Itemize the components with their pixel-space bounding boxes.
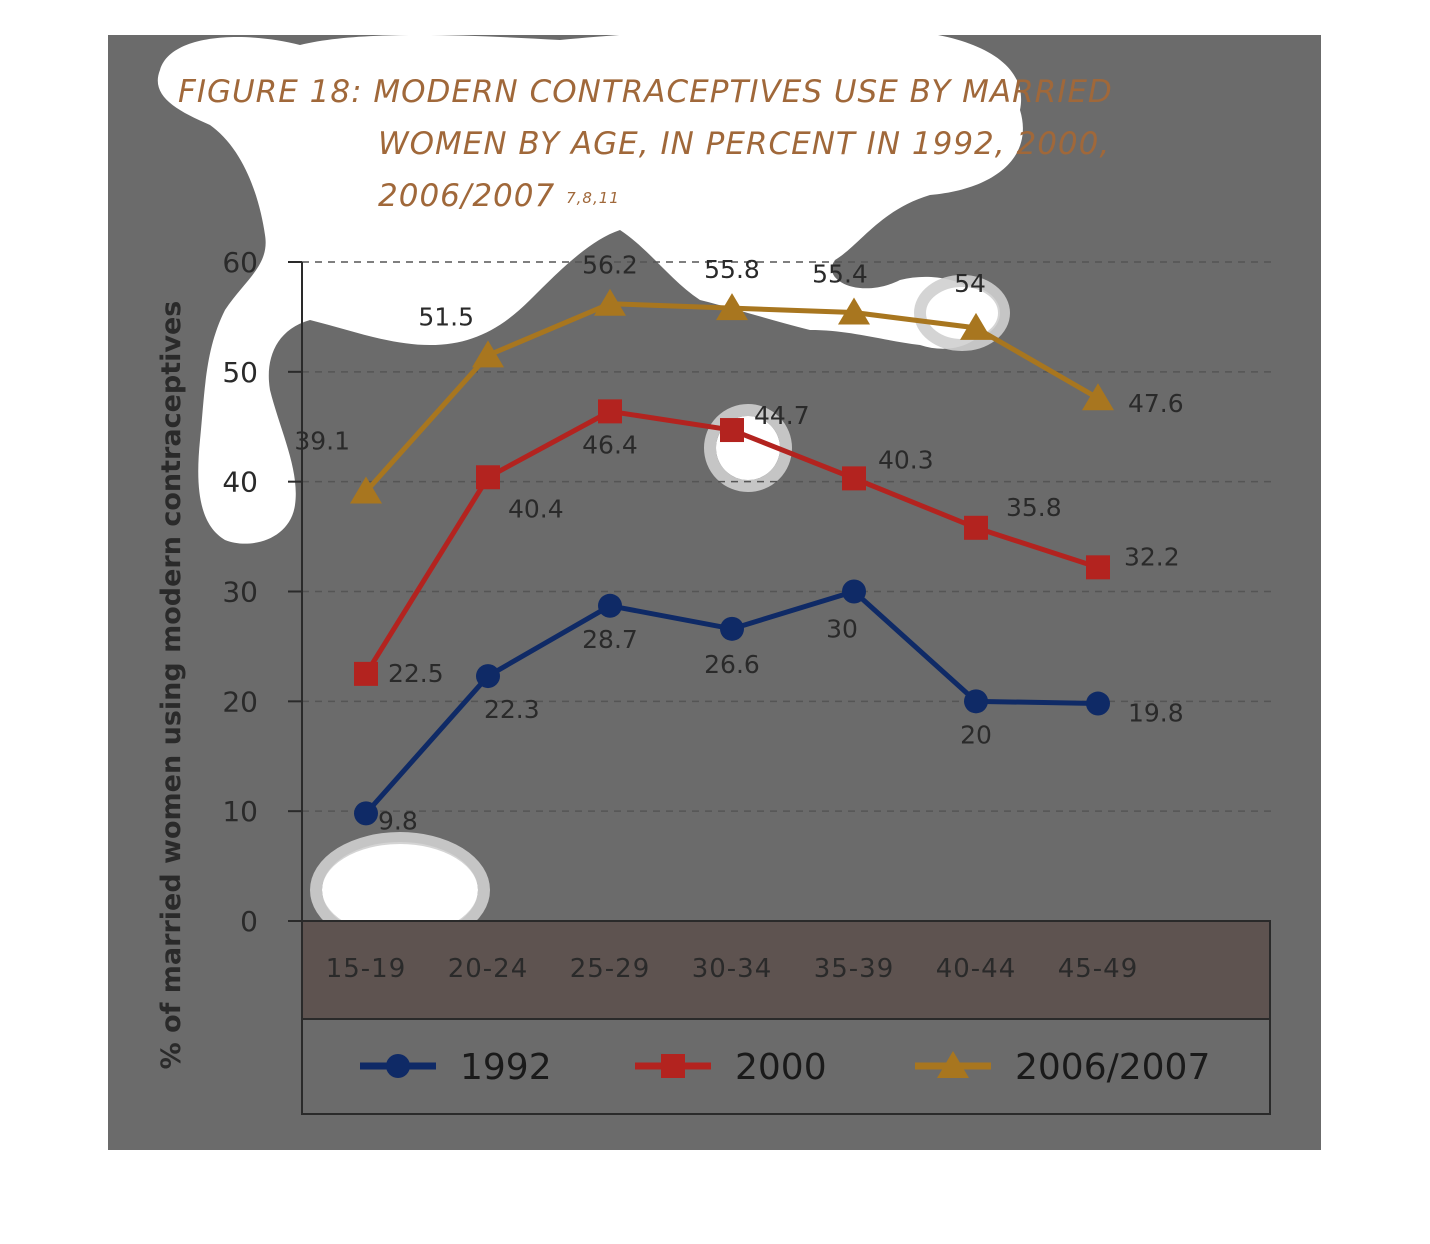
- y-tick-label: 50: [222, 356, 258, 389]
- marker-square: [354, 661, 378, 686]
- title-line-3: 2006/2007 7,8,11: [178, 170, 1178, 222]
- marker-circle: [354, 801, 378, 826]
- y-tick-label: 10: [222, 795, 258, 828]
- marker-triangle: [350, 476, 382, 504]
- x-tick-label: 40-44: [936, 954, 1017, 984]
- marker-square: [842, 466, 866, 491]
- marker-square: [964, 515, 988, 540]
- marker-triangle: [472, 340, 504, 368]
- title-line-3-text: 2006/2007: [378, 178, 556, 214]
- data-label: 30: [826, 615, 858, 644]
- legend-box: [301, 1018, 1271, 1115]
- data-label: 26.6: [704, 650, 760, 679]
- data-label: 55.8: [704, 255, 760, 284]
- data-label: 55.4: [812, 260, 868, 289]
- data-label: 44.7: [754, 401, 810, 430]
- marker-triangle: [594, 288, 626, 316]
- marker-circle: [964, 689, 988, 714]
- x-tick-label: 45-49: [1058, 954, 1139, 984]
- data-label: 22.3: [484, 695, 540, 724]
- data-label: 40.4: [508, 494, 564, 523]
- data-label: 54: [954, 269, 986, 298]
- data-label: 35.8: [1006, 493, 1062, 522]
- title-line-2: WOMEN BY AGE, IN PERCENT IN 1992, 2000,: [378, 126, 1111, 162]
- data-label: 47.6: [1128, 389, 1184, 418]
- y-tick-label: 20: [222, 685, 258, 718]
- marker-square: [598, 399, 622, 424]
- x-tick-label: 15-19: [326, 954, 407, 984]
- x-tick-label: 25-29: [570, 954, 651, 984]
- data-label: 9.8: [378, 806, 418, 835]
- marker-square: [661, 1054, 685, 1078]
- x-tick-label: 20-24: [448, 954, 529, 984]
- marker-circle: [386, 1054, 410, 1078]
- marker-triangle: [960, 312, 992, 340]
- data-label: 28.7: [582, 625, 638, 654]
- y-tick-label: 60: [222, 246, 258, 279]
- marker-square: [476, 465, 500, 490]
- y-tick-label: 0: [240, 905, 258, 938]
- data-label: 56.2: [582, 251, 638, 280]
- data-label: 51.5: [418, 302, 474, 331]
- data-label: 40.3: [878, 445, 934, 474]
- y-tick-label: 40: [222, 466, 258, 499]
- marker-square: [1086, 555, 1110, 580]
- y-tick-label: 30: [222, 576, 258, 609]
- data-label: 32.2: [1124, 542, 1180, 571]
- marker-triangle: [1082, 383, 1114, 411]
- y-axis-label: % of married women using modern contrace…: [156, 301, 187, 1070]
- marker-square: [720, 418, 744, 443]
- data-label: 46.4: [582, 430, 638, 459]
- title-line-1: FIGURE 18: MODERN CONTRACEPTIVES USE BY …: [178, 74, 1113, 110]
- marker-circle: [842, 579, 866, 604]
- marker-circle: [598, 593, 622, 618]
- x-tick-label: 30-34: [692, 954, 773, 984]
- marker-circle: [1086, 691, 1110, 716]
- legend-label: 2000: [735, 1047, 827, 1088]
- data-label: 22.5: [388, 659, 444, 688]
- legend-label: 2006/2007: [1015, 1047, 1210, 1088]
- marker-circle: [476, 664, 500, 689]
- series-line-2006-2007: [364, 301, 1100, 494]
- x-tick-label: 35-39: [814, 954, 895, 984]
- data-label: 19.8: [1128, 699, 1184, 728]
- marker-triangle: [838, 297, 870, 325]
- title-references: 7,8,11: [566, 189, 620, 207]
- legend-label: 1992: [460, 1047, 552, 1088]
- marker-triangle: [937, 1051, 969, 1078]
- data-label: 39.1: [294, 427, 350, 456]
- marker-circle: [720, 616, 744, 641]
- chart-title: FIGURE 18: MODERN CONTRACEPTIVES USE BY …: [178, 66, 1178, 222]
- data-label: 20: [960, 720, 992, 749]
- marker-triangle: [716, 293, 748, 321]
